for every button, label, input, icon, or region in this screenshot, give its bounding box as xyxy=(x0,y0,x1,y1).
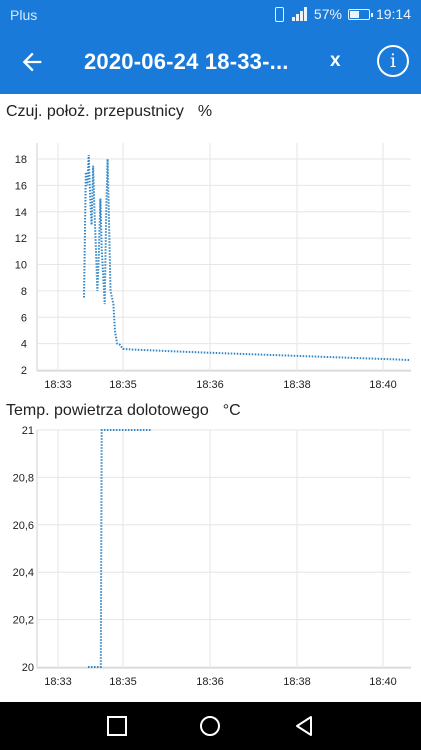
battery-icon xyxy=(347,8,373,20)
y-tick-label: 16 xyxy=(15,180,27,192)
y-tick-label: 6 xyxy=(21,312,27,324)
y-tick-label: 14 xyxy=(15,207,27,219)
chart-1-unit: % xyxy=(197,103,213,120)
home-icon[interactable] xyxy=(199,715,221,737)
y-tick-label: 8 xyxy=(21,286,27,298)
y-tick-label: 20,2 xyxy=(13,615,34,627)
y-tick-label: 10 xyxy=(15,260,27,272)
recent-apps-icon[interactable] xyxy=(106,715,128,737)
close-button[interactable]: x xyxy=(330,50,341,71)
y-tick-label: 20,4 xyxy=(13,567,34,579)
y-tick-label: 20 xyxy=(22,662,34,674)
chart-2-unit: °C xyxy=(222,402,241,419)
system-nav-bar xyxy=(0,702,421,750)
y-tick-label: 12 xyxy=(15,233,27,245)
clock: 19:14 xyxy=(375,6,411,22)
x-tick-label: 18:38 xyxy=(283,676,311,688)
y-tick-label: 20,8 xyxy=(13,472,34,484)
series-line xyxy=(88,429,152,668)
x-tick-label: 18:35 xyxy=(109,379,137,391)
info-icon[interactable]: i xyxy=(377,45,409,77)
y-tick-label: 4 xyxy=(21,339,27,351)
chart-1-title-text: Czuj. położ. przepustnicy xyxy=(6,103,184,120)
x-tick-label: 18:38 xyxy=(283,379,311,391)
intake-air-temp-chart[interactable]: 20 20,2 20,4 20,6 20,8 21 18:33 18:35 18:36 18:38… xyxy=(0,424,421,699)
x-tick-label: 18:40 xyxy=(369,379,397,391)
back-arrow-icon[interactable] xyxy=(18,48,46,76)
x-tick-label: 18:36 xyxy=(196,379,224,391)
y-tick-label: 2 xyxy=(21,365,27,377)
throttle-position-chart[interactable]: 2 4 6 8 10 12 14 16 18 18:33 18:35 18:36 18:38 18:40 xyxy=(0,125,421,397)
x-tick-label: 18:35 xyxy=(109,676,137,688)
series-line xyxy=(83,154,411,362)
chart-2-title-text: Temp. powietrza dolotowego xyxy=(6,402,209,419)
y-tick-label: 18 xyxy=(15,154,27,166)
app-bar: 2020-06-24 18-33-... x i xyxy=(0,30,421,94)
chart-2-title: Temp. powietrza dolotowego °C xyxy=(6,402,241,420)
carrier-name: Plus xyxy=(10,7,38,23)
y-tick-label: 20,6 xyxy=(13,520,34,532)
x-tick-label: 18:33 xyxy=(44,379,72,391)
status-bar: Plus 57% 19:14 xyxy=(0,0,421,30)
y-tick-label: 21 xyxy=(22,425,34,437)
signal-icon xyxy=(291,7,308,21)
x-tick-label: 18:33 xyxy=(44,676,72,688)
chart-1-title: Czuj. położ. przepustnicy% xyxy=(6,103,212,121)
x-tick-label: 18:40 xyxy=(369,676,397,688)
x-tick-label: 18:36 xyxy=(196,676,224,688)
page-title: 2020-06-24 18-33-... xyxy=(84,49,289,74)
nav-back-icon[interactable] xyxy=(293,715,315,737)
battery-percent: 57% xyxy=(313,6,342,22)
vibrate-icon xyxy=(272,6,286,22)
status-icons: 57% 19:14 xyxy=(272,6,411,22)
